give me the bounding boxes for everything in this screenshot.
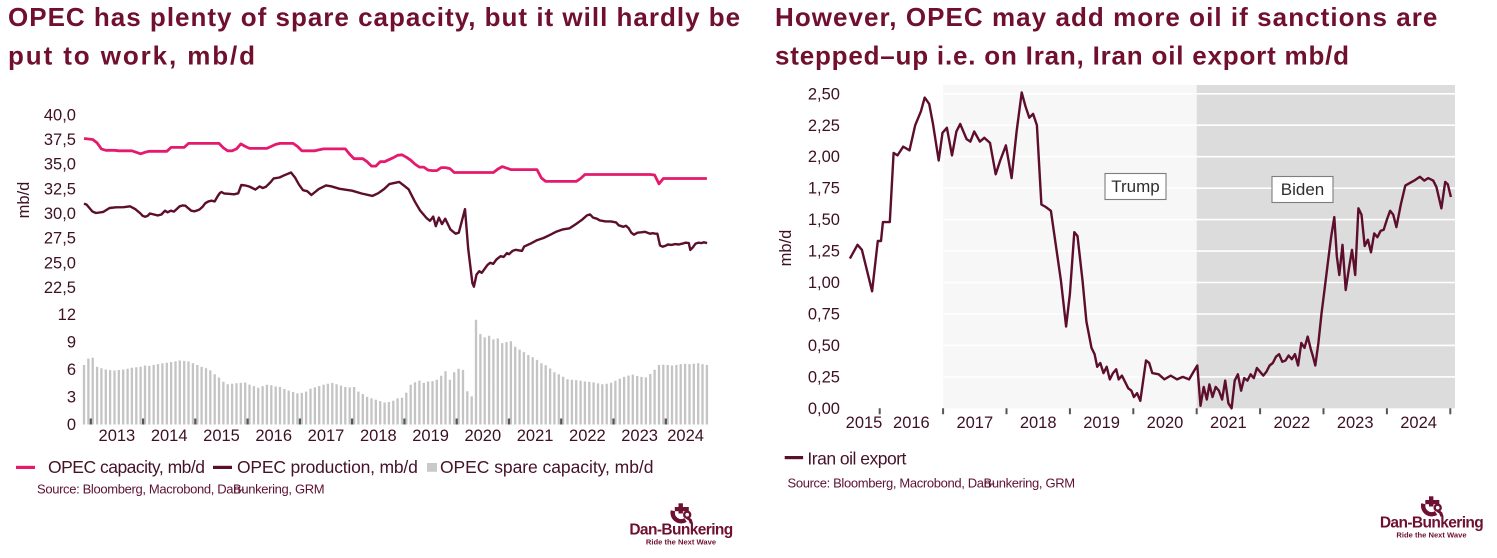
svg-text:Source: Bloomberg, Macrobond,: Source: Bloomberg, Macrobond, Dan-Bunker…: [37, 482, 324, 497]
svg-text:37,5: 37,5: [44, 131, 76, 149]
svg-text:2024: 2024: [1400, 414, 1437, 432]
svg-text:2017: 2017: [308, 427, 345, 445]
svg-text:2015: 2015: [846, 414, 883, 432]
svg-text:2,25: 2,25: [808, 117, 840, 135]
svg-text:Source: Bloomberg, Macrobond,: Source: Bloomberg, Macrobond, Dan-Bunker…: [788, 476, 1075, 491]
svg-text:2013: 2013: [99, 427, 136, 445]
svg-text:1,25: 1,25: [808, 243, 840, 261]
svg-text:Biden: Biden: [1281, 180, 1324, 199]
svg-text:2018: 2018: [360, 427, 397, 445]
svg-text:OPEC production, mb/d: OPEC production, mb/d: [237, 457, 418, 477]
svg-text:2021: 2021: [1210, 414, 1247, 432]
svg-text:2023: 2023: [621, 427, 658, 445]
svg-text:40,0: 40,0: [44, 106, 76, 124]
svg-text:mb/d: mb/d: [15, 182, 33, 219]
svg-text:3: 3: [67, 389, 76, 407]
svg-text:Trump: Trump: [1111, 177, 1160, 196]
svg-text:Ride the Next Wave: Ride the Next Wave: [646, 537, 716, 546]
svg-text:2023: 2023: [1337, 414, 1374, 432]
svg-text:0,25: 0,25: [808, 368, 840, 386]
svg-text:0,50: 0,50: [808, 337, 840, 355]
svg-text:2022: 2022: [569, 427, 606, 445]
svg-text:0,00: 0,00: [808, 400, 840, 418]
svg-text:35,0: 35,0: [44, 156, 76, 174]
svg-text:0,75: 0,75: [808, 306, 840, 324]
svg-text:OPEC has plenty of spare capac: OPEC has plenty of spare capacity, but i…: [8, 2, 741, 32]
svg-text:2016: 2016: [255, 427, 292, 445]
svg-text:2021: 2021: [517, 427, 554, 445]
svg-text:2020: 2020: [1147, 414, 1184, 432]
svg-text:put to work, mb/d: put to work, mb/d: [8, 41, 257, 71]
svg-text:OPEC capacity, mb/d: OPEC capacity, mb/d: [48, 457, 205, 477]
svg-text:32,5: 32,5: [44, 180, 76, 198]
svg-text:stepped–up i.e. on Iran, Iran: stepped–up i.e. on Iran, Iran oil export…: [775, 41, 1350, 71]
svg-text:Iran oil export: Iran oil export: [807, 449, 906, 469]
svg-text:22,5: 22,5: [44, 279, 76, 297]
svg-text:2014: 2014: [151, 427, 188, 445]
svg-text:2019: 2019: [412, 427, 449, 445]
svg-text:mb/d: mb/d: [777, 230, 795, 267]
svg-text:2022: 2022: [1273, 414, 1310, 432]
svg-text:27,5: 27,5: [44, 230, 76, 248]
svg-text:2019: 2019: [1083, 414, 1120, 432]
svg-text:0: 0: [67, 416, 76, 434]
svg-text:OPEC spare capacity, mb/d: OPEC spare capacity, mb/d: [440, 457, 653, 477]
svg-text:2020: 2020: [464, 427, 501, 445]
svg-text:25,0: 25,0: [44, 254, 76, 272]
svg-text:1,00: 1,00: [808, 274, 840, 292]
svg-text:Dan-Bunkering: Dan-Bunkering: [629, 522, 732, 539]
svg-text:9: 9: [67, 334, 76, 352]
svg-text:2016: 2016: [893, 414, 930, 432]
svg-text:2024: 2024: [667, 427, 704, 445]
svg-text:1,75: 1,75: [808, 180, 840, 198]
svg-text:2,00: 2,00: [808, 148, 840, 166]
svg-text:2018: 2018: [1020, 414, 1057, 432]
svg-text:2017: 2017: [956, 414, 993, 432]
svg-text:1,50: 1,50: [808, 211, 840, 229]
svg-text:6: 6: [67, 361, 76, 379]
svg-text:30,0: 30,0: [44, 205, 76, 223]
svg-text:2015: 2015: [203, 427, 240, 445]
svg-text:2,50: 2,50: [808, 85, 840, 103]
svg-text:12: 12: [58, 306, 76, 324]
svg-text:However, OPEC may add more oil: However, OPEC may add more oil if sancti…: [775, 2, 1438, 32]
